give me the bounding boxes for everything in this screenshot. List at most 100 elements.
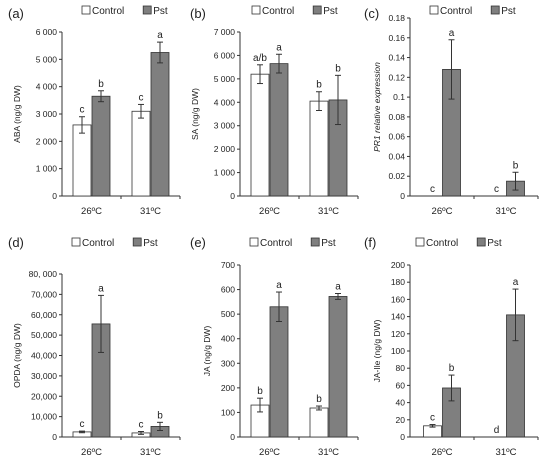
bar-pst xyxy=(91,95,111,197)
y-tick-label: 5 000 xyxy=(36,54,58,64)
y-axis-label: ABA (ng/g DW) xyxy=(12,85,22,143)
bar-pst xyxy=(269,63,289,197)
y-tick-label: 180 xyxy=(391,277,405,287)
y-tick-label: 0 xyxy=(52,432,57,442)
bar-control xyxy=(131,110,151,197)
legend-label-pst: Pst xyxy=(323,6,338,17)
y-tick-label: 3 000 xyxy=(214,121,236,131)
legend: Control Pst xyxy=(71,237,158,249)
chart-panel-1: (a) Control Pst 0 1 000 2 000 3 000 4 000 5 000 6… xyxy=(8,5,181,217)
x-tick-label: 26ºC xyxy=(259,447,280,458)
y-axis-label: JA-Ile (ng/g DW) xyxy=(372,319,382,382)
y-tick-label: 6 000 xyxy=(214,50,236,60)
panel-label: (d) xyxy=(8,235,24,250)
legend-swatch-pst xyxy=(312,5,322,15)
x-tick-label: 31ºC xyxy=(318,206,339,217)
y-tick-label: 80, 000 xyxy=(29,269,58,279)
y-tick-label: 80 xyxy=(396,363,406,373)
y-tick-label: 1 000 xyxy=(36,164,58,174)
y-tick-label: 300 xyxy=(221,358,235,368)
y-tick-label: 4 000 xyxy=(214,97,236,107)
bar-control xyxy=(309,100,329,197)
significance-label: b xyxy=(513,160,519,171)
significance-label: a xyxy=(157,30,163,41)
y-tick-label: 70,000 xyxy=(31,289,57,299)
significance-label: a xyxy=(276,42,282,53)
y-axis-label: PR1 relative expression xyxy=(372,62,382,152)
bar-pst xyxy=(150,52,170,197)
y-tick-label: 10,000 xyxy=(31,412,57,422)
legend: Control Pst xyxy=(251,5,338,17)
x-tick-label: 31ºC xyxy=(140,447,161,458)
bar-control xyxy=(250,73,270,197)
chart-panel-6: (f) Control Pst 0 20 40 60 80 100 120 140 160 180 200… xyxy=(364,235,539,458)
y-tick-label: 0 xyxy=(230,191,235,201)
y-tick-label: 400 xyxy=(221,334,235,344)
legend-swatch-pst xyxy=(310,237,320,247)
panel-label: (a) xyxy=(8,6,24,21)
panel-label: (f) xyxy=(364,235,376,250)
legend-swatch-pst xyxy=(490,5,500,15)
y-tick-label: 0 xyxy=(230,432,235,442)
y-tick-label: 0.08 xyxy=(388,112,405,122)
significance-label: c xyxy=(80,105,85,116)
y-tick-label: 1 000 xyxy=(214,168,236,178)
significance-label: b xyxy=(98,79,104,90)
y-tick-label: 0 xyxy=(400,191,405,201)
significance-label: a/b xyxy=(253,53,267,64)
chart-panel-2: (b) Control Pst 0 1 000 2 000 3 000 4 000 5 000 6… xyxy=(190,5,359,217)
y-tick-label: 0.02 xyxy=(388,171,405,181)
y-tick-label: 0.06 xyxy=(388,132,405,142)
panel-label: (c) xyxy=(364,6,379,21)
chart-panel-5: (e) Control Pst 0 100 200 300 400 500 600 700 JA (n… xyxy=(190,235,359,458)
y-tick-label: 0.18 xyxy=(388,13,405,23)
y-tick-label: 50,000 xyxy=(31,330,57,340)
y-tick-label: 200 xyxy=(391,260,405,270)
legend-label-control: Control xyxy=(92,6,124,17)
significance-label: a xyxy=(335,282,341,293)
x-tick-label: 31ºC xyxy=(140,206,161,217)
y-tick-label: 0.14 xyxy=(388,53,405,63)
chart-panel-4: (d) Control Pst 0 10,000 20,000 30,000 40,000 50… xyxy=(8,235,181,458)
legend-label-control: Control xyxy=(440,6,472,17)
legend-label-pst: Pst xyxy=(501,6,516,17)
y-axis-label: JA (ng/g DW) xyxy=(202,326,212,377)
significance-label: a xyxy=(276,280,282,291)
legend-swatch-pst xyxy=(142,5,152,15)
significance-label: b xyxy=(316,80,322,91)
bar-control xyxy=(309,407,329,438)
x-tick-label: 26ºC xyxy=(432,447,453,458)
significance-label: b xyxy=(449,363,455,374)
y-tick-label: 4 000 xyxy=(36,82,58,92)
y-tick-label: 3 000 xyxy=(36,109,58,119)
significance-label: a xyxy=(513,277,519,288)
legend-swatch-control xyxy=(415,237,425,247)
x-tick-label: 31ºC xyxy=(496,206,517,217)
y-tick-label: 20,000 xyxy=(31,391,57,401)
y-tick-label: 5 000 xyxy=(214,74,236,84)
y-tick-label: 600 xyxy=(221,285,235,295)
y-tick-label: 0.16 xyxy=(388,33,405,43)
legend: Control Pst xyxy=(249,237,336,249)
x-tick-label: 31ºC xyxy=(318,447,339,458)
legend-label-control: Control xyxy=(262,6,294,17)
bar-pst xyxy=(269,306,289,438)
y-tick-label: 7 000 xyxy=(214,27,236,37)
significance-label: a xyxy=(449,28,455,39)
significance-label: c xyxy=(494,184,499,195)
significance-label: b xyxy=(257,386,263,397)
legend: Control Pst xyxy=(415,237,502,249)
significance-label: a xyxy=(98,283,104,294)
y-tick-label: 700 xyxy=(221,260,235,270)
significance-label: c xyxy=(430,413,435,424)
y-tick-label: 6 000 xyxy=(36,27,58,37)
y-tick-label: 100 xyxy=(391,346,405,356)
bar-pst xyxy=(328,296,348,438)
y-tick-label: 2 000 xyxy=(36,136,58,146)
significance-label: d xyxy=(494,425,500,436)
y-tick-label: 120 xyxy=(391,329,405,339)
y-tick-label: 20 xyxy=(396,415,406,425)
legend-swatch-control xyxy=(71,237,81,247)
y-tick-label: 40 xyxy=(396,398,406,408)
